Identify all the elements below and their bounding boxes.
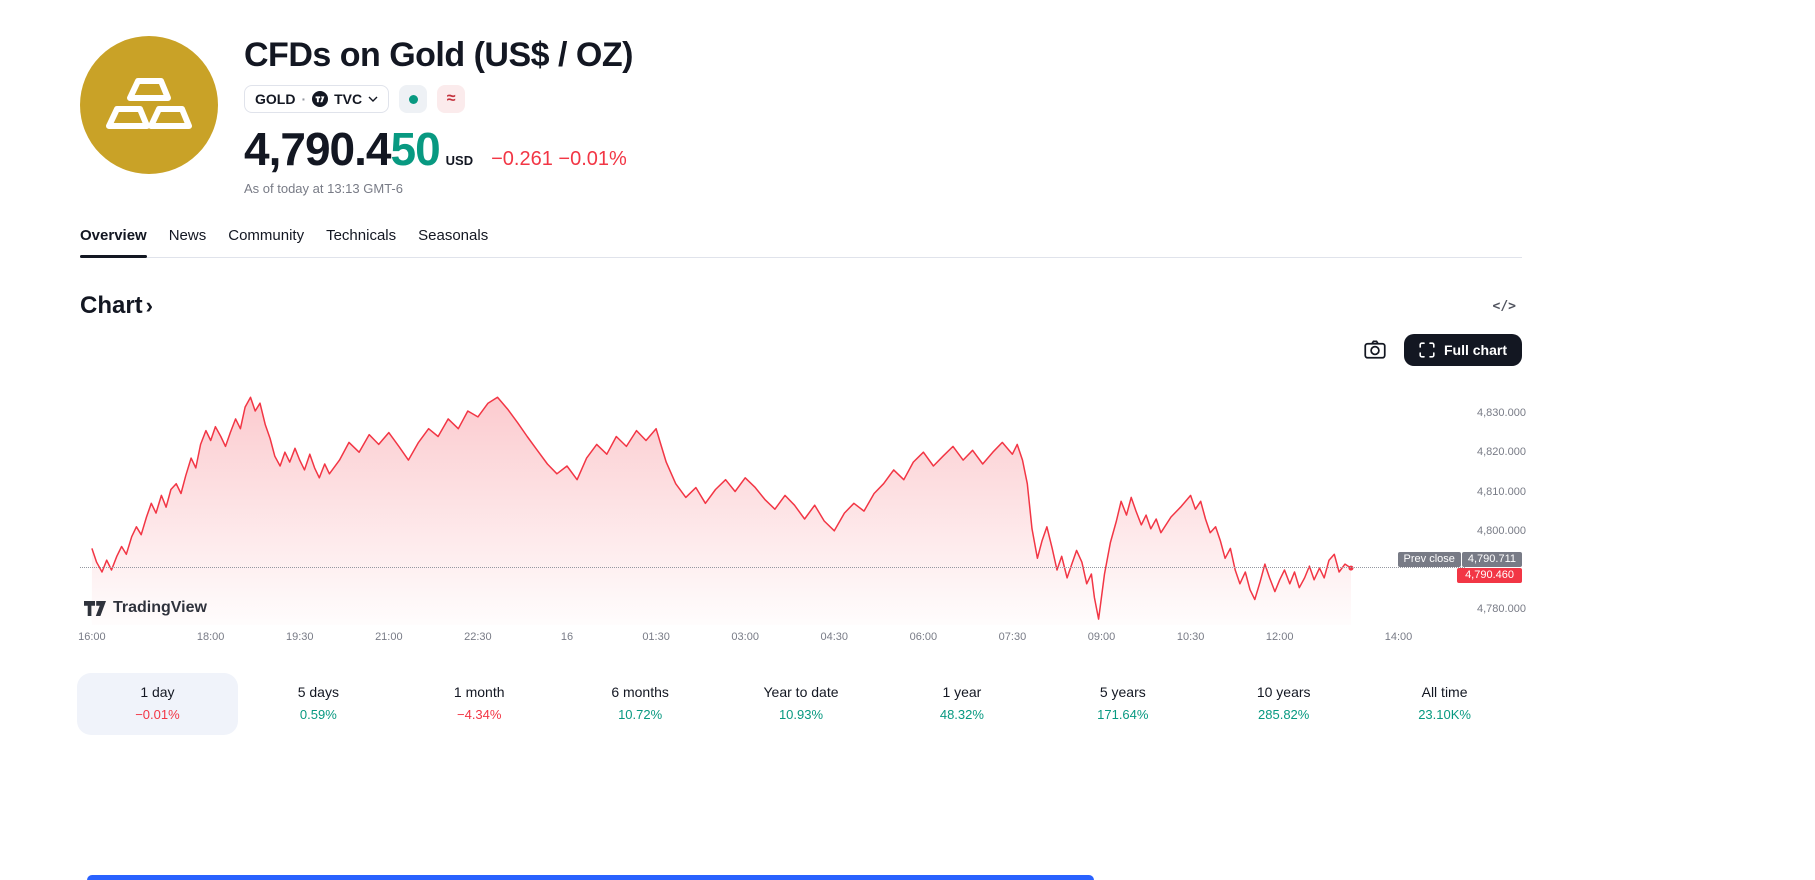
header-info: CFDs on Gold (US$ / OZ) GOLD · TVC	[244, 36, 633, 196]
chevron-down-icon	[368, 96, 378, 103]
price-chart[interactable]: 4,830.000 4,820.000 4,810.000 4,800.000 4,78…	[80, 380, 1526, 626]
tradingview-logo-icon	[84, 600, 106, 616]
range-10-years[interactable]: 10 years 285.82%	[1203, 673, 1364, 735]
chart-heading-link[interactable]: Chart ›	[80, 292, 153, 320]
time-scale-label: 10:30	[1176, 631, 1205, 644]
exchange-name: TVC	[334, 91, 363, 108]
tradingview-watermark[interactable]: TradingView	[84, 599, 207, 617]
price-row: 4,790.450 USD −0.261 −0.01%	[244, 126, 633, 172]
time-scale-label: 21:00	[375, 631, 403, 644]
symbol-ticker: GOLD	[255, 91, 296, 108]
symbol-header: CFDs on Gold (US$ / OZ) GOLD · TVC	[80, 36, 1522, 196]
full-chart-button[interactable]: Full chart	[1403, 334, 1522, 367]
time-scale-label: 06:00	[909, 631, 938, 644]
time-scale-label: 07:30	[998, 631, 1027, 644]
price-fraction: 50	[390, 123, 440, 176]
price-scale-label: 4,830.000	[1477, 407, 1526, 420]
time-scale-label: 19:30	[285, 631, 314, 644]
chart-toolbar: Full chart	[80, 334, 1522, 367]
time-scale-label: 01:30	[642, 631, 670, 644]
embed-code-icon[interactable]: </>	[1487, 298, 1522, 315]
full-chart-label: Full chart	[1443, 342, 1507, 359]
tab-technicals[interactable]: Technicals	[326, 218, 396, 257]
symbol-switcher-button[interactable]: GOLD · TVC	[244, 85, 390, 114]
tab-overview[interactable]: Overview	[80, 218, 147, 259]
time-scale-label: 14:00	[1384, 631, 1413, 644]
time-scale-label: 04:30	[820, 631, 849, 644]
tab-seasonals[interactable]: Seasonals	[418, 218, 488, 257]
gold-bars-icon	[80, 36, 218, 174]
symbol-badge-row: GOLD · TVC ≈	[244, 85, 633, 114]
camera-icon	[1364, 340, 1386, 359]
time-scale-label: 22:30	[464, 631, 492, 644]
market-open-dot-icon	[408, 94, 418, 104]
snapshot-button[interactable]	[1362, 337, 1388, 363]
time-scale[interactable]: 16:00 18:00 19:30 21:00 22:30 16 01:30 03:00 04:…	[78, 629, 1522, 649]
market-status-badge[interactable]	[399, 85, 428, 114]
prev-close-value: 4,790.711	[1461, 552, 1522, 568]
price-scale-label: 4,810.000	[1477, 485, 1526, 498]
currency-label: USD	[445, 153, 474, 169]
chart-section-head: Chart › </>	[80, 292, 1522, 320]
range-1-year[interactable]: 1 year 48.32%	[881, 673, 1042, 735]
prev-close-badge: Prev close 4,790.711	[1397, 552, 1522, 568]
as-of-text: As of today at 13:13 GMT-6	[244, 181, 403, 197]
delayed-data-badge[interactable]: ≈	[437, 85, 466, 114]
price-scale-label: 4,820.000	[1477, 446, 1526, 459]
time-scale-label: 16:00	[78, 631, 106, 644]
chart-heading: Chart	[80, 292, 143, 320]
tab-community[interactable]: Community	[228, 218, 304, 257]
bottom-banner-peek[interactable]	[87, 875, 1094, 880]
tvc-exchange-icon	[312, 91, 329, 108]
price-scale[interactable]: 4,830.000 4,820.000 4,810.000 4,800.000 4,78…	[1477, 380, 1537, 625]
time-scale-label: 18:00	[196, 631, 225, 644]
chevron-right-icon: ›	[145, 293, 153, 319]
time-scale-label: 12:00	[1265, 631, 1294, 644]
last-price: 4,790.450	[244, 123, 441, 176]
time-scale-label: 09:00	[1087, 631, 1116, 644]
range-5-years[interactable]: 5 years 171.64%	[1042, 673, 1203, 735]
time-scale-label: 03:00	[731, 631, 759, 644]
prev-close-line	[80, 567, 1465, 569]
price-scale-label: 4,800.000	[1477, 524, 1526, 537]
price-integer: 4,790.4	[244, 123, 391, 176]
gold-symbol-logo	[80, 36, 218, 174]
fullscreen-icon	[1419, 342, 1435, 358]
symbol-page: CFDs on Gold (US$ / OZ) GOLD · TVC	[77, 36, 1526, 736]
time-scale-label: 16	[560, 631, 574, 644]
symbol-tabs: Overview News Community Technicals Seaso…	[80, 218, 1522, 259]
range-all-time[interactable]: All time 23.10K%	[1364, 673, 1525, 735]
range-selector: 1 day −0.01% 5 days 0.59% 1 month −4.34%…	[77, 673, 1525, 736]
range-year-to-date[interactable]: Year to date 10.93%	[721, 673, 882, 735]
tradingview-label: TradingView	[113, 599, 207, 617]
range-6-months[interactable]: 6 months 10.72%	[560, 673, 721, 735]
range-1-day[interactable]: 1 day −0.01%	[77, 673, 238, 736]
approx-icon: ≈	[446, 90, 456, 108]
range-1-month[interactable]: 1 month −4.34%	[399, 673, 560, 735]
dot-separator: ·	[301, 91, 307, 108]
price-change: −0.261 −0.01%	[491, 148, 627, 171]
page-title: CFDs on Gold (US$ / OZ)	[244, 36, 633, 74]
price-scale-label: 4,780.000	[1477, 603, 1526, 616]
tab-news[interactable]: News	[169, 218, 207, 257]
prev-close-label: Prev close	[1397, 552, 1461, 568]
area-chart-plot	[91, 396, 1354, 626]
range-5-days[interactable]: 5 days 0.59%	[238, 673, 399, 735]
last-price-badge: 4,790.460	[1457, 568, 1522, 584]
